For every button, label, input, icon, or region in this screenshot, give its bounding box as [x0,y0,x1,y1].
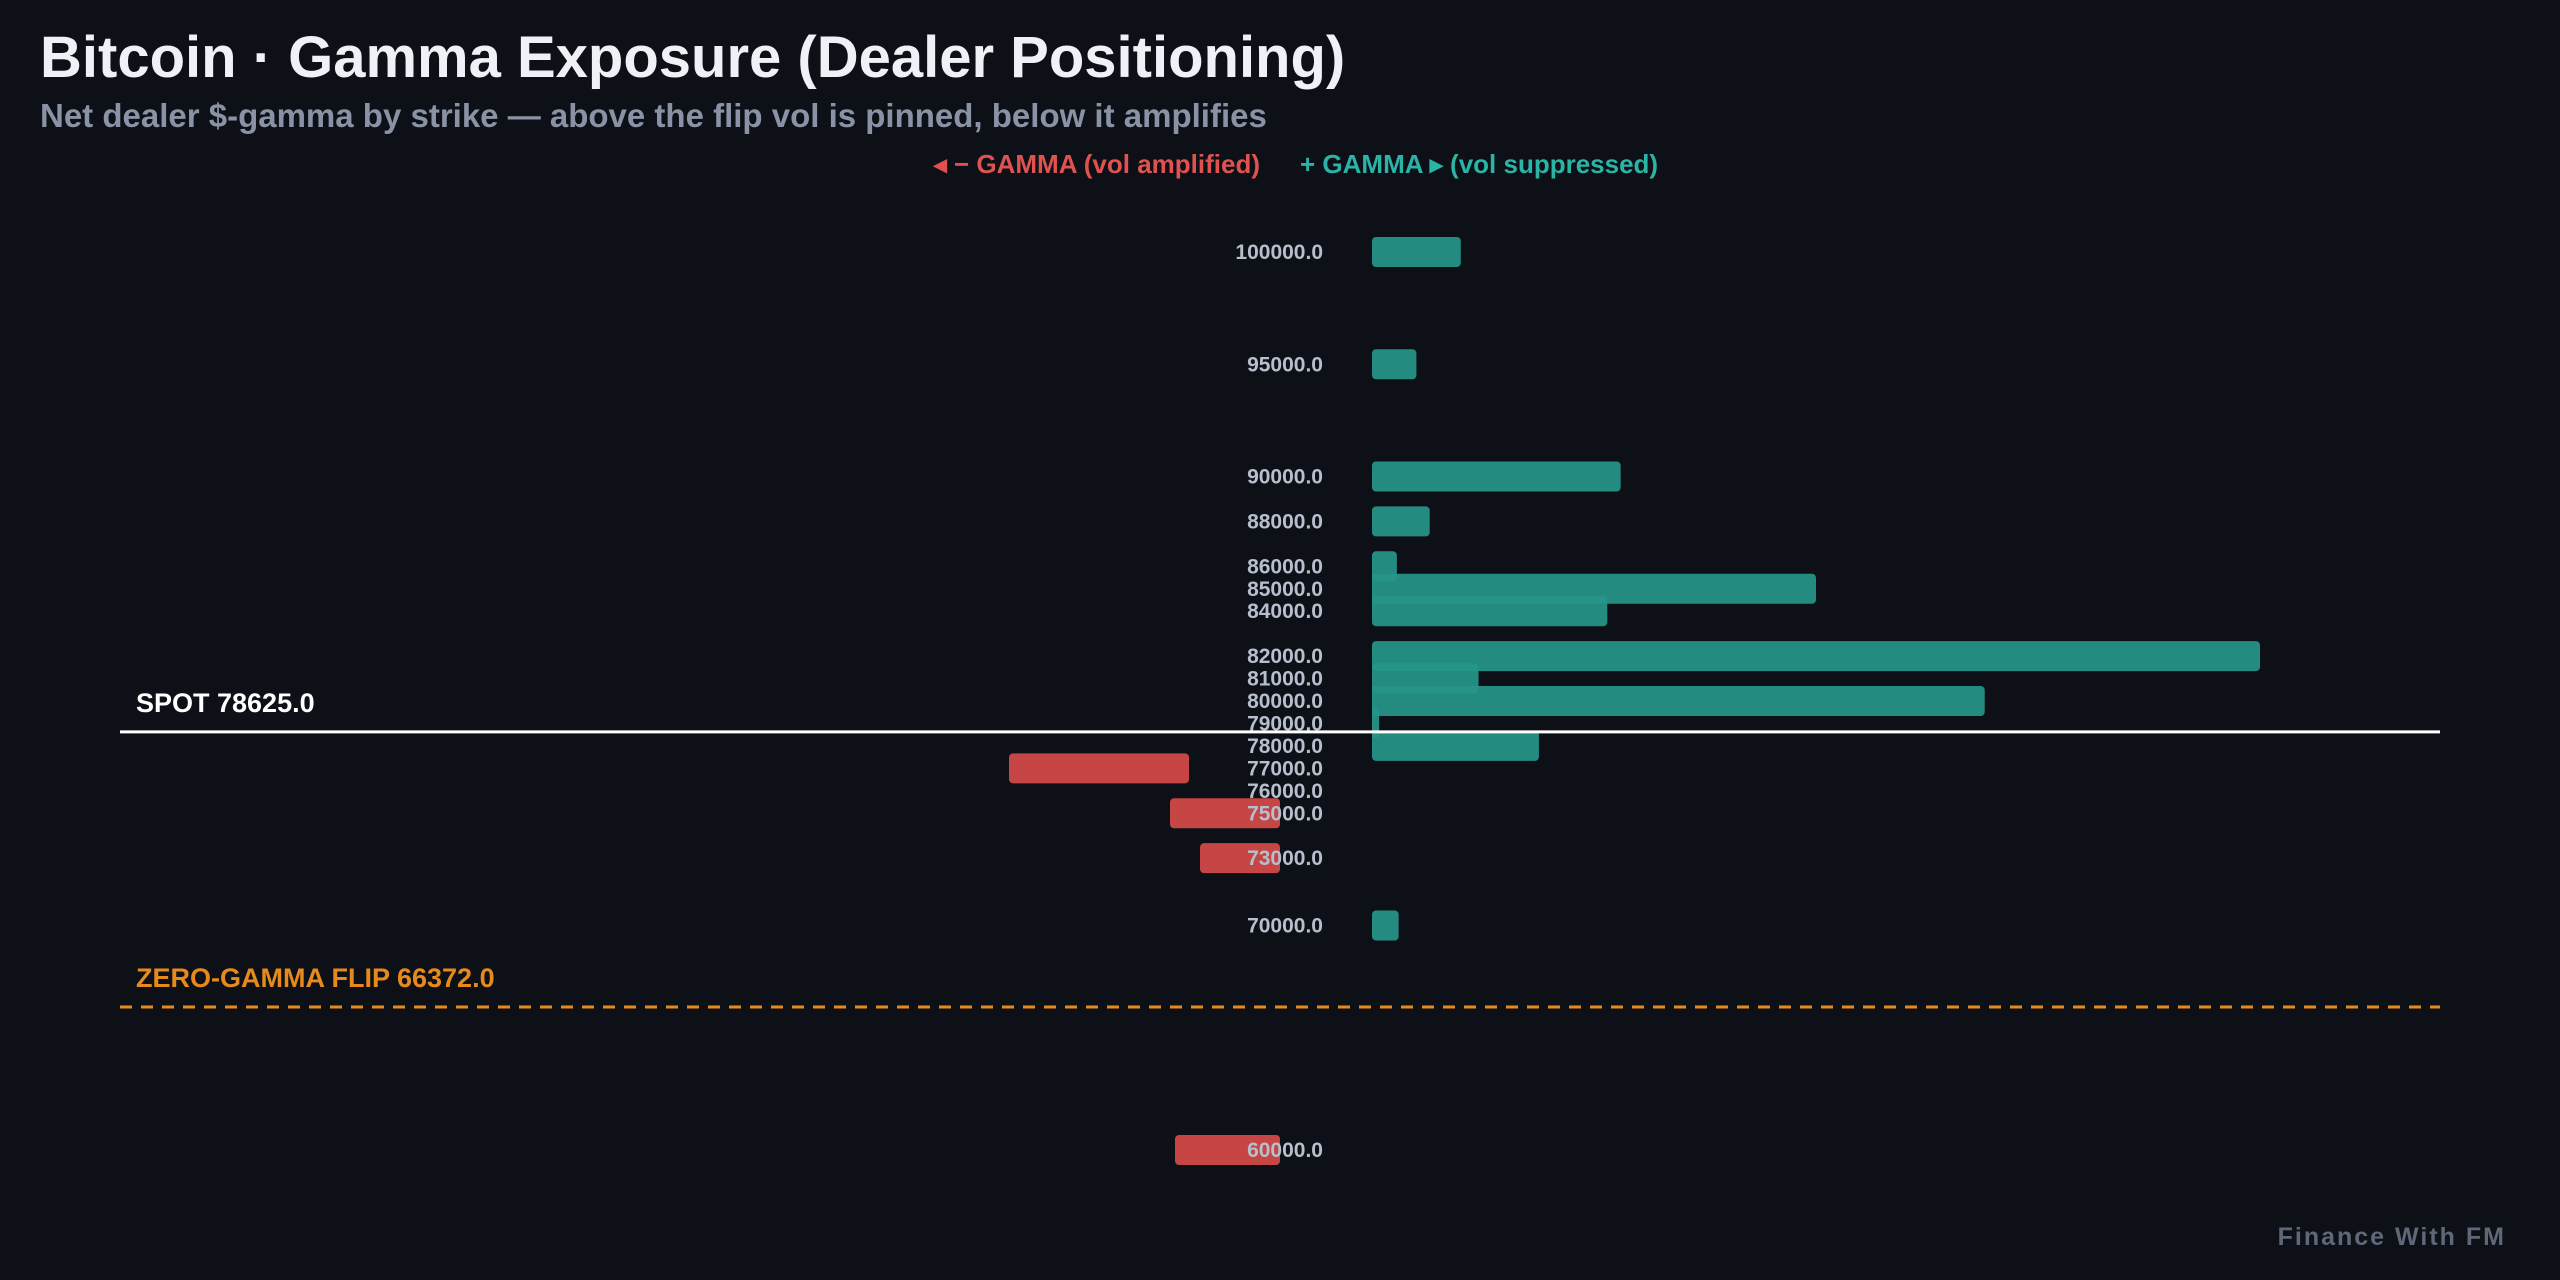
strike-label-85000: 85000.0 [1247,578,1323,601]
strike-labels-layer: 100000.0 95000.0 90000.0 88000.0 86000.08500… [1235,241,1323,1162]
gamma-bar-73000 [1200,843,1280,874]
legend-negative: ◂ − GAMMA (vol amplified) [933,149,1260,179]
gamma-bar-90000 [1372,461,1621,492]
gamma-bar-84000 [1372,596,1608,627]
strike-label-86000: 86000.0 [1247,555,1323,578]
strike-label-73000: 73000.0 [1247,847,1323,870]
bars-layer [1009,237,2260,1165]
gamma-bar-100000 [1372,237,1461,267]
gamma-bar-77000 [1009,753,1189,784]
strike-label-82000: 82000.0 [1247,645,1323,668]
strike-label-80000: 80000.0 [1247,690,1323,713]
gamma-bar-75000 [1170,798,1280,829]
gamma-bar-95000 [1372,349,1417,380]
strike-label-76000: 76000.0 [1247,780,1323,803]
strike-label-79000: 79000.0 [1247,712,1323,735]
strike-label-88000: 88000.0 [1247,510,1323,533]
strike-label-90000: 90000.0 [1247,466,1323,489]
strike-label-75000: 75000.0 [1247,802,1323,825]
strike-label-100000: 100000.0 [1235,241,1323,264]
strike-label-70000: 70000.0 [1247,915,1323,938]
watermark: Finance With FM [2278,1223,2506,1251]
reference-lines-layer: SPOT 78625.0 ZERO-GAMMA FLIP 66372.0 [120,688,2440,1009]
gamma-bar-78000 [1372,730,1539,761]
gamma-bar-80000 [1372,686,1985,716]
gamma-bar-88000 [1372,506,1430,537]
strike-label-78000: 78000.0 [1247,735,1323,758]
chart-title: Bitcoin · Gamma Exposure (Dealer Positio… [40,25,1345,90]
gamma-bar-60000 [1175,1135,1280,1165]
strike-label-60000: 60000.0 [1247,1139,1323,1162]
zero-gamma-flip-label: ZERO-GAMMA FLIP 66372.0 [136,963,495,993]
gamma-bar-82000 [1372,641,2260,672]
strike-label-95000: 95000.0 [1247,353,1323,376]
chart-subtitle: Net dealer $-gamma by strike — above the… [40,97,1267,134]
spot-label: SPOT 78625.0 [136,688,315,718]
strike-label-81000: 81000.0 [1247,668,1323,691]
gamma-bar-70000 [1372,910,1399,941]
strike-label-84000: 84000.0 [1247,600,1323,623]
strike-label-77000: 77000.0 [1247,757,1323,780]
legend-positive: + GAMMA ▸ (vol suppressed) [1300,149,1658,179]
